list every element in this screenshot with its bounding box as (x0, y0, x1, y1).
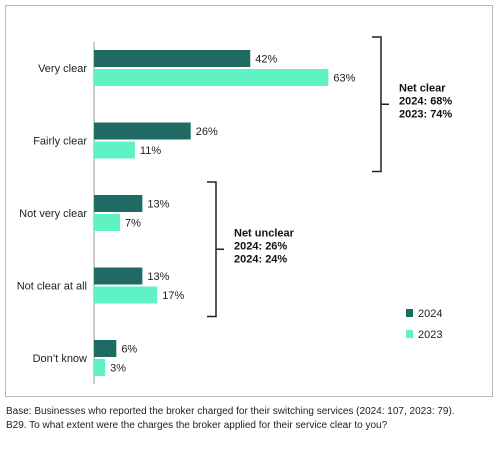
data-label-2023-4: 3% (110, 363, 126, 375)
bracket-label-0-2: 2023: 74% (399, 108, 452, 120)
bracket-label-0-0: Net clear (399, 82, 446, 94)
base-note: Base: Businesses who reported the broker… (6, 406, 455, 417)
question-note: B29. To what extent were the charges the… (6, 420, 388, 431)
legend-label-2023: 2023 (418, 329, 442, 341)
data-label-2024-4: 6% (121, 344, 137, 356)
data-label-2024-2: 13% (147, 199, 169, 211)
bracket-label-1-1: 2024: 26% (234, 240, 287, 252)
category-label-4: Don’t know (33, 353, 87, 365)
data-label-2024-3: 13% (147, 271, 169, 283)
data-label-2023-1: 11% (140, 145, 161, 157)
bar-2023-4 (94, 359, 106, 376)
bar-2023-1 (94, 141, 135, 159)
data-label-2024-0: 42% (255, 54, 277, 66)
bracket-label-0-1: 2024: 68% (399, 95, 452, 107)
legend-swatch-2024 (406, 309, 413, 317)
bar-2024-4 (94, 340, 117, 357)
bracket-0 (372, 36, 389, 173)
bar-2023-2 (94, 214, 121, 231)
bar-2024-0 (94, 50, 251, 67)
bracket-label-1-0: Net unclear (234, 227, 295, 239)
legend-swatch-2023 (406, 330, 413, 338)
bar-chart: Very clear 42% 63% Fairly clear 26% 11% Not ve… (17, 36, 452, 384)
data-label-2023-2: 7% (125, 218, 141, 230)
data-label-2024-1: 26% (196, 126, 218, 138)
data-label-2023-0: 63% (333, 73, 355, 85)
bar-2023-3 (94, 286, 158, 304)
bracket-1 (207, 181, 224, 318)
chart-frame (5, 5, 493, 397)
category-label-3: Not clear at all (17, 281, 87, 293)
legend-label-2024: 2024 (418, 308, 442, 320)
category-label-2: Not very clear (19, 208, 87, 220)
bar-2024-1 (94, 122, 191, 140)
bar-2023-0 (94, 69, 329, 86)
bar-2024-2 (94, 195, 143, 212)
category-label-0: Very clear (38, 63, 87, 75)
bracket-label-1-2: 2024: 24% (234, 253, 287, 265)
category-label-1: Fairly clear (33, 136, 87, 148)
data-label-2023-3: 17% (162, 290, 184, 302)
bar-2024-3 (94, 267, 143, 285)
